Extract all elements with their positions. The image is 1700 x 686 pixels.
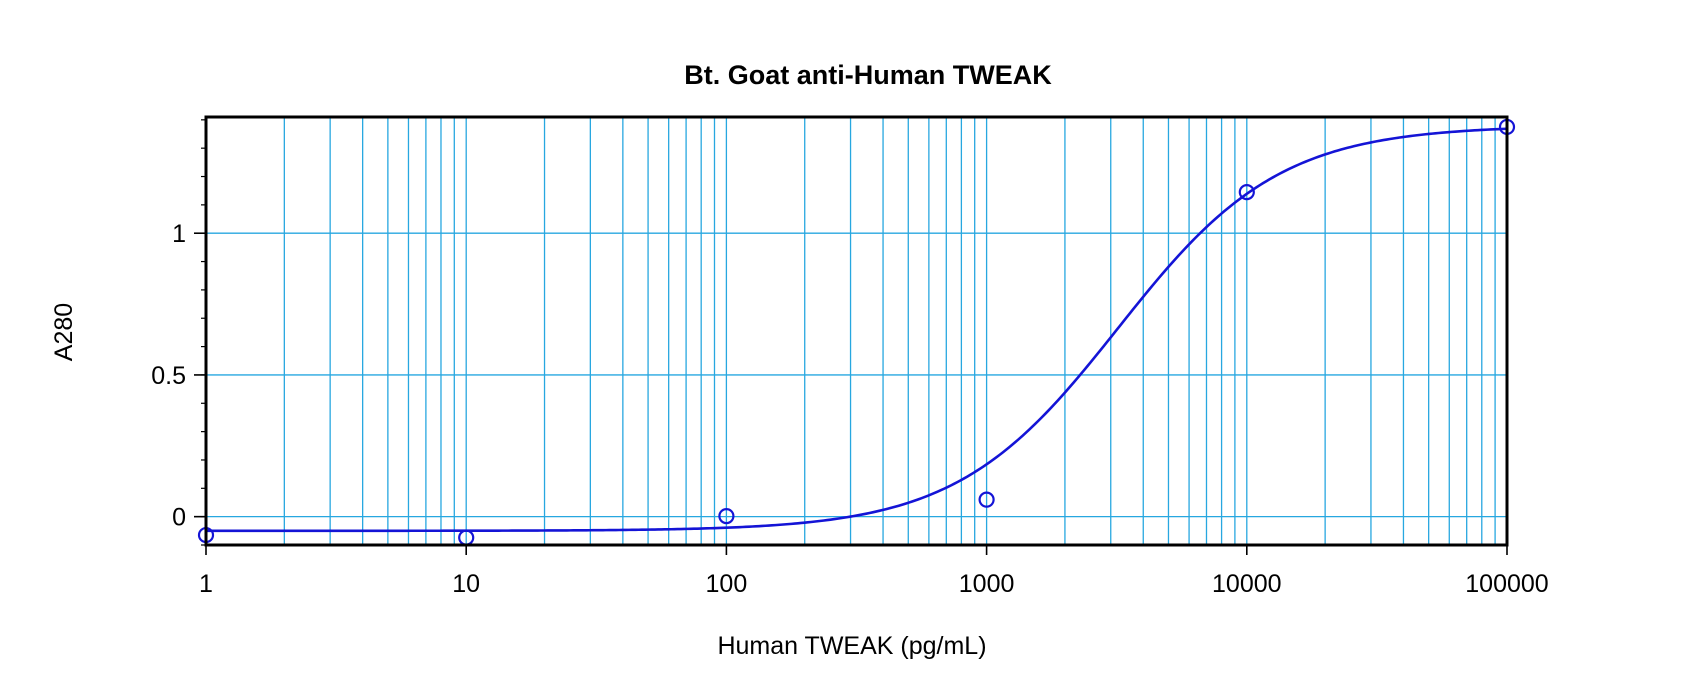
grid-layer: [206, 117, 1507, 545]
chart-title: Bt. Goat anti-Human TWEAK: [684, 60, 1052, 90]
x-axis-ticks: 1 10 100 1000 10000 100000: [199, 545, 1549, 598]
y-axis-label: A280: [50, 303, 78, 361]
y-axis-ticks: 00.51: [151, 220, 206, 532]
y-tick-label: 1: [172, 220, 186, 248]
plot-frame: [204, 115, 1509, 547]
curve-layer: [206, 127, 1508, 533]
data-point: [1238, 184, 1255, 201]
y-tick-label: 0: [172, 504, 186, 532]
x-tick-label: 1: [199, 570, 213, 598]
x-tick-label: 1000: [959, 570, 1015, 598]
y-tick-label: 0.5: [151, 362, 186, 390]
x-tick-label: 10: [452, 570, 480, 598]
data-point: [718, 507, 735, 525]
fit-curve-line: [206, 127, 1508, 533]
data-point: [978, 491, 995, 508]
x-axis-label: Human TWEAK (pg/mL): [717, 632, 986, 660]
point-layer: [197, 118, 1516, 546]
x-tick-label: 100: [706, 570, 748, 598]
x-tick-label: 10000: [1212, 570, 1282, 598]
x-tick-label: 100000: [1465, 570, 1548, 598]
